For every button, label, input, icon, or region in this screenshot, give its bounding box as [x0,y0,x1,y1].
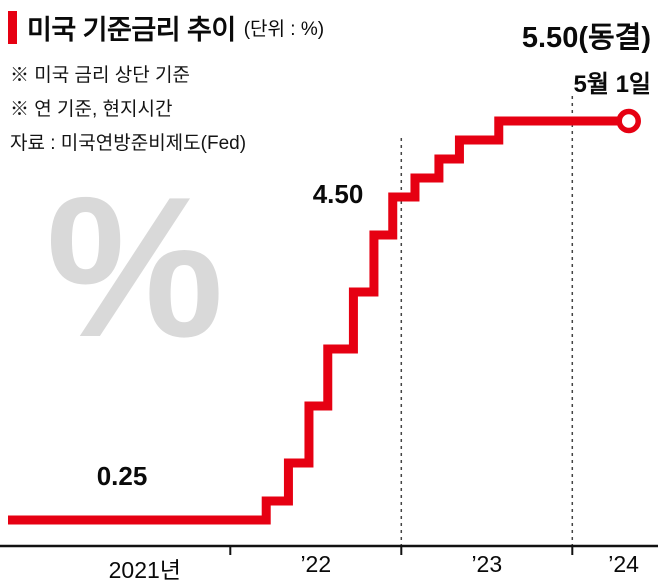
title-accent-bar [8,11,17,44]
x-axis-label-2022: ’22 [300,551,332,577]
x-axis-label-2023: ’23 [471,551,503,577]
note-annual-basis: ※ 연 기준, 현지시간 [10,99,173,120]
endpoint-value-label: 5.50(동결) [521,22,651,54]
endpoint-date-label: 5월 1일 [573,71,651,98]
source-label: 자료 : 미국연방준비제도(Fed) [10,133,247,154]
header: 미국 기준금리 추이 (단위 : %) ※ 미국 금리 상단 기준 ※ 연 기준… [8,8,324,161]
rate-label-start: 0.25 [96,461,148,491]
endpoint-annotation: 5.50(동결) 5월 1일 [522,14,651,99]
unit-label: (단위 : %) [243,19,325,40]
endpoint-marker [616,108,641,134]
rate-step-line [8,116,629,525]
x-axis-label-2024: ’24 [608,551,639,577]
page-title: 미국 기준금리 추이 [27,15,236,45]
percent-watermark: % [46,156,224,379]
rate-label-mid: 4.50 [312,179,364,209]
x-axis-label-2021: 2021년 [108,557,181,583]
note-upper-bound: ※ 미국 금리 상단 기준 [10,65,190,86]
